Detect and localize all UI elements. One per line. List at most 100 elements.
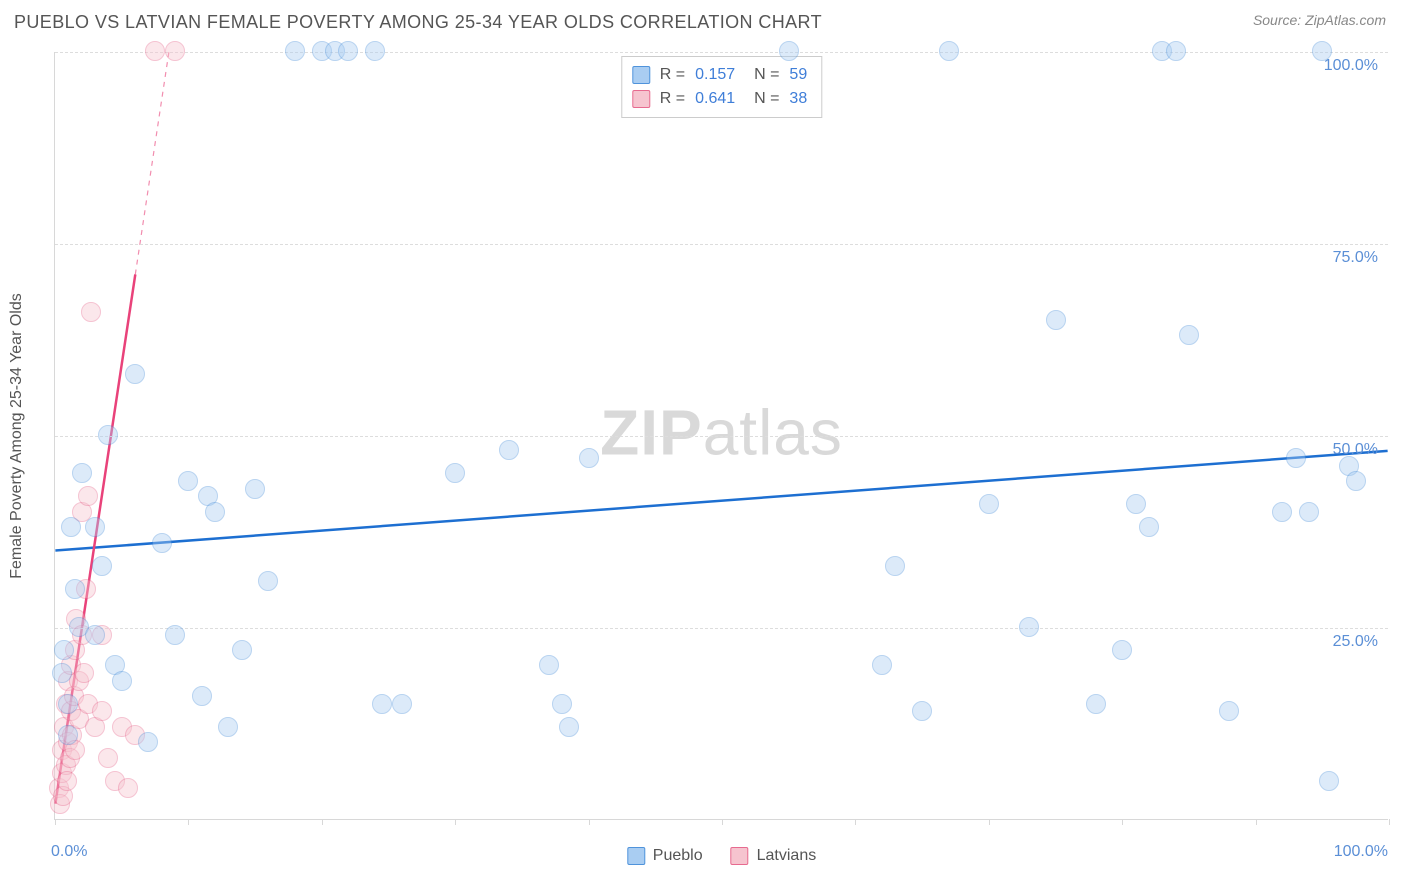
source-label: Source: ZipAtlas.com — [1253, 12, 1386, 28]
data-point-pueblo — [65, 579, 85, 599]
data-point-latvians — [74, 663, 94, 683]
x-tick — [722, 819, 723, 825]
legend-label-pueblo: Pueblo — [653, 847, 703, 865]
data-point-pueblo — [552, 694, 572, 714]
data-point-pueblo — [1019, 617, 1039, 637]
legend-swatch-pueblo — [632, 66, 650, 84]
data-point-pueblo — [165, 625, 185, 645]
legend-swatch-latvians — [731, 847, 749, 865]
data-point-pueblo — [372, 694, 392, 714]
legend-item-pueblo: Pueblo — [627, 847, 703, 865]
x-tick — [589, 819, 590, 825]
trend-line-pueblo — [55, 451, 1387, 551]
data-point-pueblo — [499, 440, 519, 460]
data-point-pueblo — [61, 517, 81, 537]
data-point-pueblo — [392, 694, 412, 714]
data-point-pueblo — [1272, 502, 1292, 522]
data-point-latvians — [78, 486, 98, 506]
data-point-pueblo — [979, 494, 999, 514]
series-legend: Pueblo Latvians — [627, 847, 816, 865]
watermark: ZIPatlas — [600, 395, 843, 469]
data-point-latvians — [118, 778, 138, 798]
data-point-pueblo — [1086, 694, 1106, 714]
data-point-pueblo — [125, 364, 145, 384]
data-point-pueblo — [58, 725, 78, 745]
y-axis-title: Female Poverty Among 25-34 Year Olds — [8, 293, 26, 579]
legend-label-latvians: Latvians — [757, 847, 817, 865]
x-axis-min-label: 0.0% — [51, 843, 87, 861]
grid-line — [55, 628, 1388, 629]
data-point-latvians — [145, 41, 165, 61]
data-point-pueblo — [445, 463, 465, 483]
legend-swatch-pueblo — [627, 847, 645, 865]
data-point-pueblo — [98, 425, 118, 445]
data-point-latvians — [57, 771, 77, 791]
x-tick — [455, 819, 456, 825]
data-point-pueblo — [258, 571, 278, 591]
grid-line — [55, 52, 1388, 53]
data-point-pueblo — [178, 471, 198, 491]
grid-line — [55, 436, 1388, 437]
data-point-pueblo — [85, 517, 105, 537]
data-point-pueblo — [1219, 701, 1239, 721]
data-point-pueblo — [579, 448, 599, 468]
stats-row-latvians: R = 0.641 N = 38 — [632, 87, 807, 111]
data-point-pueblo — [365, 41, 385, 61]
data-point-pueblo — [92, 556, 112, 576]
data-point-pueblo — [112, 671, 132, 691]
data-point-latvians — [98, 748, 118, 768]
data-point-pueblo — [52, 663, 72, 683]
legend-item-latvians: Latvians — [731, 847, 817, 865]
data-point-pueblo — [58, 694, 78, 714]
x-tick — [188, 819, 189, 825]
chart-title: PUEBLO VS LATVIAN FEMALE POVERTY AMONG 2… — [14, 12, 822, 33]
data-point-pueblo — [939, 41, 959, 61]
y-tick-label: 25.0% — [1333, 633, 1378, 651]
data-point-pueblo — [1126, 494, 1146, 514]
data-point-pueblo — [85, 625, 105, 645]
data-point-pueblo — [54, 640, 74, 660]
x-tick — [1389, 819, 1390, 825]
data-point-pueblo — [559, 717, 579, 737]
data-point-pueblo — [1179, 325, 1199, 345]
data-point-latvians — [92, 701, 112, 721]
x-tick — [322, 819, 323, 825]
stats-legend: R = 0.157 N = 59 R = 0.641 N = 38 — [621, 56, 822, 118]
x-tick — [1122, 819, 1123, 825]
data-point-pueblo — [779, 41, 799, 61]
x-tick — [55, 819, 56, 825]
data-point-pueblo — [539, 655, 559, 675]
data-point-pueblo — [1346, 471, 1366, 491]
data-point-pueblo — [1319, 771, 1339, 791]
x-tick — [855, 819, 856, 825]
data-point-pueblo — [912, 701, 932, 721]
x-tick — [1256, 819, 1257, 825]
data-point-pueblo — [1299, 502, 1319, 522]
scatter-chart: ZIPatlas Female Poverty Among 25-34 Year… — [54, 52, 1388, 820]
x-axis-max-label: 100.0% — [1334, 843, 1388, 861]
data-point-pueblo — [285, 41, 305, 61]
data-point-pueblo — [872, 655, 892, 675]
data-point-pueblo — [1112, 640, 1132, 660]
data-point-pueblo — [218, 717, 238, 737]
y-tick-label: 75.0% — [1333, 249, 1378, 267]
data-point-latvians — [81, 302, 101, 322]
data-point-pueblo — [152, 533, 172, 553]
data-point-pueblo — [192, 686, 212, 706]
data-point-pueblo — [245, 479, 265, 499]
data-point-pueblo — [1046, 310, 1066, 330]
y-tick-label: 50.0% — [1333, 441, 1378, 459]
legend-swatch-latvians — [632, 90, 650, 108]
data-point-pueblo — [1312, 41, 1332, 61]
trend-line-latvians-dashed — [135, 52, 169, 274]
data-point-pueblo — [338, 41, 358, 61]
data-point-pueblo — [138, 732, 158, 752]
data-point-pueblo — [72, 463, 92, 483]
data-point-latvians — [165, 41, 185, 61]
data-point-pueblo — [232, 640, 252, 660]
x-tick — [989, 819, 990, 825]
data-point-pueblo — [205, 502, 225, 522]
grid-line — [55, 244, 1388, 245]
stats-row-pueblo: R = 0.157 N = 59 — [632, 63, 807, 87]
data-point-pueblo — [1139, 517, 1159, 537]
